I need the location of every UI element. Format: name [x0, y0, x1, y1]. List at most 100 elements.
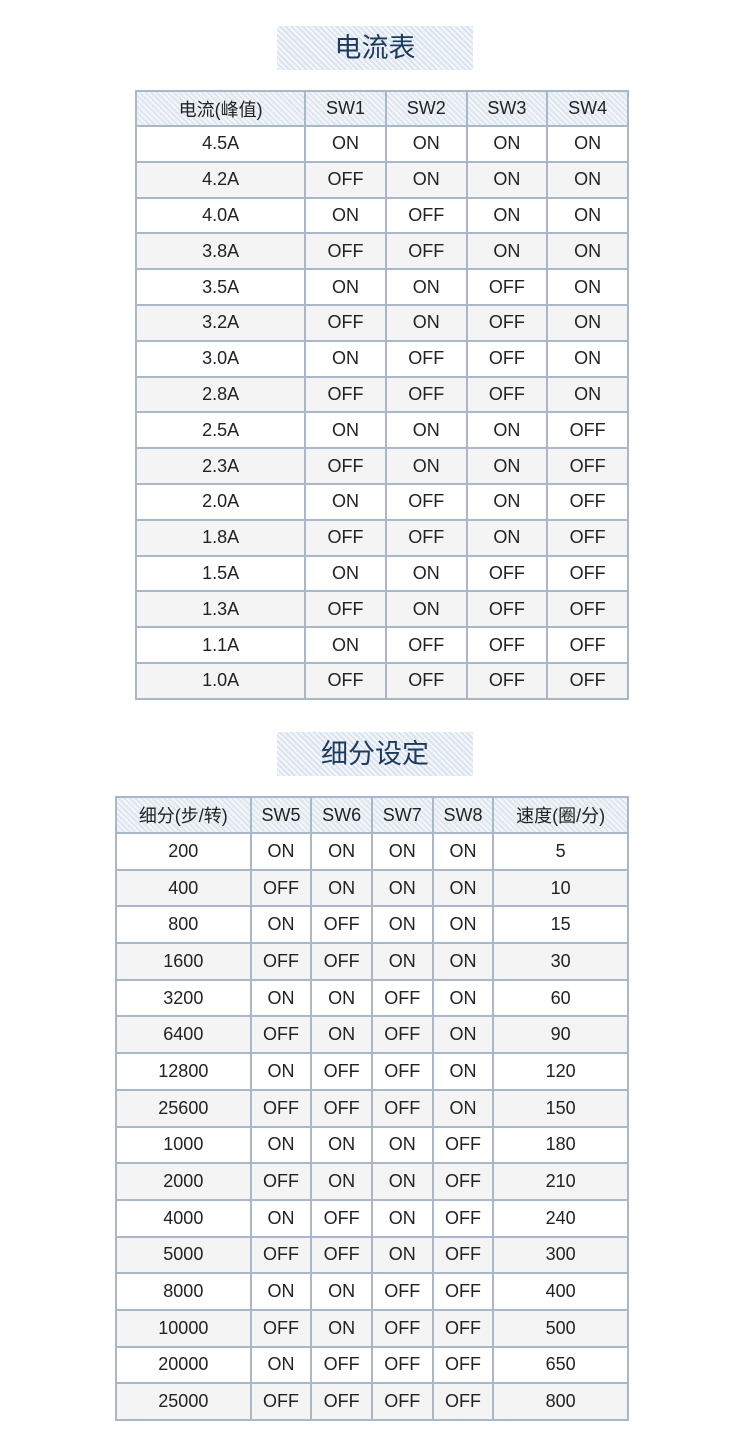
column-header: 速度(圈/分)	[492, 796, 629, 834]
table-cell: OFF	[546, 482, 629, 521]
table-row: 2.5A ON ON ON OFF	[134, 411, 629, 450]
table-cell: 4.0A	[134, 196, 307, 235]
table-cell: 1.3A	[134, 590, 307, 629]
table-cell: ON	[431, 905, 495, 945]
table-cell: OFF	[465, 303, 549, 342]
table-cell: 180	[492, 1125, 629, 1165]
table-cell: ON	[304, 125, 387, 163]
table-cell: 200	[115, 832, 252, 871]
table-cell: OFF	[431, 1345, 495, 1385]
table-row: 1.0A OFF OFF OFF OFF	[134, 661, 629, 700]
table-cell: OFF	[431, 1272, 495, 1311]
table-cell: ON	[249, 832, 313, 871]
table-cell: OFF	[310, 1382, 373, 1421]
table-row: 1.1A ON OFF OFF OFF	[134, 626, 629, 664]
table-cell: OFF	[384, 482, 468, 521]
table-cell: 4.2A	[134, 160, 307, 199]
table-cell: ON	[384, 447, 468, 485]
table-cell: OFF	[249, 942, 313, 981]
table-row: 3200 ON ON OFF ON 60	[115, 978, 629, 1018]
table-cell: OFF	[310, 942, 373, 981]
table-cell: ON	[546, 339, 629, 378]
table-cell: OFF	[465, 554, 549, 593]
table-cell: ON	[431, 868, 495, 908]
table-row: 2.8A OFF OFF OFF ON	[134, 375, 629, 414]
table-cell: ON	[249, 1272, 313, 1311]
column-header: SW8	[431, 796, 495, 834]
table-row: 3.8A OFF OFF ON ON	[134, 232, 629, 271]
column-header: 细分(步/转)	[115, 796, 252, 834]
current-table-title: 电流表	[277, 26, 473, 70]
table-cell: OFF	[384, 339, 468, 378]
microstep-table: 细分(步/转) SW5 SW6 SW7 SW8 速度(圈/分) 200 ON ON ON ON 5 4…	[115, 796, 629, 1421]
table-cell: ON	[431, 1088, 495, 1128]
table-cell: OFF	[431, 1382, 495, 1421]
table-row: 1.3A OFF ON OFF OFF	[134, 590, 629, 629]
table-cell: 300	[492, 1235, 629, 1275]
table-cell: ON	[310, 1162, 373, 1201]
table-cell: OFF	[304, 232, 387, 271]
table-cell: OFF	[384, 518, 468, 557]
table-cell: OFF	[304, 661, 387, 700]
table-cell: ON	[310, 832, 373, 871]
table-row: 1000 ON ON ON OFF 180	[115, 1125, 629, 1165]
table-cell: ON	[384, 125, 468, 163]
table-cell: 2000	[115, 1162, 252, 1201]
table-cell: 4000	[115, 1198, 252, 1238]
table-cell: 650	[492, 1345, 629, 1385]
table-row: 1.8A OFF OFF ON OFF	[134, 518, 629, 557]
table-cell: OFF	[249, 1162, 313, 1201]
table-cell: ON	[546, 303, 629, 342]
table-cell: OFF	[304, 375, 387, 414]
table-cell: ON	[310, 978, 373, 1018]
column-header: SW6	[310, 796, 373, 834]
table-cell: 3200	[115, 978, 252, 1018]
current-table: 电流(峰值) SW1 SW2 SW3 SW4 4.5A ON ON ON ON 4.2A OFF ON…	[134, 90, 629, 700]
table-cell: OFF	[431, 1235, 495, 1275]
table-row: 6400 OFF ON OFF ON 90	[115, 1015, 629, 1055]
table-cell: ON	[370, 868, 434, 908]
table-cell: ON	[310, 868, 373, 908]
table-cell: OFF	[249, 868, 313, 908]
table-row: 3.5A ON ON OFF ON	[134, 268, 629, 306]
table-row: 3.2A OFF ON OFF ON	[134, 303, 629, 342]
table-cell: OFF	[304, 160, 387, 199]
table-row: 25000 OFF OFF OFF OFF 800	[115, 1382, 629, 1421]
table-cell: ON	[304, 268, 387, 306]
header-row: 电流(峰值) SW1 SW2 SW3 SW4	[134, 90, 629, 127]
table-cell: OFF	[384, 232, 468, 271]
table-cell: ON	[249, 978, 313, 1018]
table-cell: ON	[249, 1198, 313, 1238]
table-cell: OFF	[310, 905, 373, 945]
table-cell: OFF	[310, 1345, 373, 1385]
table-row: 200 ON ON ON ON 5	[115, 832, 629, 871]
table-cell: ON	[304, 411, 387, 450]
table-cell: OFF	[431, 1308, 495, 1348]
table-cell: OFF	[310, 1235, 373, 1275]
table-cell: ON	[465, 518, 549, 557]
table-row: 4.5A ON ON ON ON	[134, 125, 629, 163]
table-cell: 2.8A	[134, 375, 307, 414]
table-cell: ON	[546, 125, 629, 163]
table-cell: 10000	[115, 1308, 252, 1348]
table-cell: ON	[304, 196, 387, 235]
table-row: 20000 ON OFF OFF OFF 650	[115, 1345, 629, 1385]
table-cell: OFF	[384, 661, 468, 700]
table-cell: 10	[492, 868, 629, 908]
table-cell: OFF	[310, 1088, 373, 1128]
table-cell: ON	[465, 447, 549, 485]
table-cell: OFF	[249, 1382, 313, 1421]
table-cell: ON	[384, 303, 468, 342]
table-cell: ON	[310, 1272, 373, 1311]
table-cell: 150	[492, 1088, 629, 1128]
table-row: 4.0A ON OFF ON ON	[134, 196, 629, 235]
table-cell: 2.0A	[134, 482, 307, 521]
table-cell: OFF	[370, 1015, 434, 1055]
table-cell: OFF	[465, 590, 549, 629]
table-cell: ON	[249, 1345, 313, 1385]
table-cell: ON	[370, 1125, 434, 1165]
table-cell: OFF	[370, 978, 434, 1018]
table-cell: 120	[492, 1052, 629, 1091]
table-cell: ON	[370, 1162, 434, 1201]
table-row: 10000 OFF ON OFF OFF 500	[115, 1308, 629, 1348]
